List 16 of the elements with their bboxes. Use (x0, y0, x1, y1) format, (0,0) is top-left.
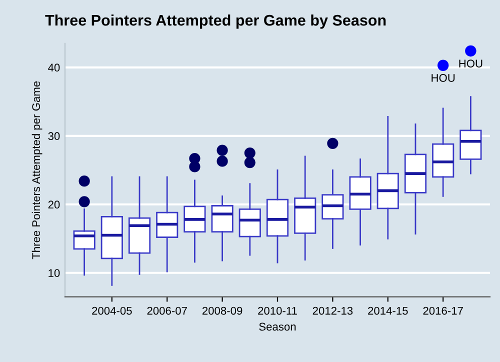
x-axis-title: Season (259, 322, 296, 331)
y-tick-label: 10 (48, 269, 60, 278)
y-tick-label: 30 (48, 132, 60, 140)
y-tick-label: 20 (48, 200, 60, 209)
y-tick-label: 40 (48, 64, 60, 72)
x-tick-label: 2006-07 (147, 306, 187, 315)
x-tick-label: 2008-09 (202, 306, 242, 315)
x-tick-label: 2014-15 (368, 306, 408, 315)
annotation: HOU (459, 60, 482, 68)
x-tick-label: 2010-11 (258, 306, 297, 315)
y-axis-title: Three Pointers Attempted per Game (32, 81, 42, 260)
x-tick-label: 2012-13 (312, 306, 353, 315)
annotation: HOU (432, 74, 455, 82)
x-tick-label: 2004-05 (92, 306, 132, 315)
chart-title: Three Pointers Attempted per Game by Season (45, 14, 386, 29)
x-tick-label: 2016-17 (423, 306, 463, 315)
